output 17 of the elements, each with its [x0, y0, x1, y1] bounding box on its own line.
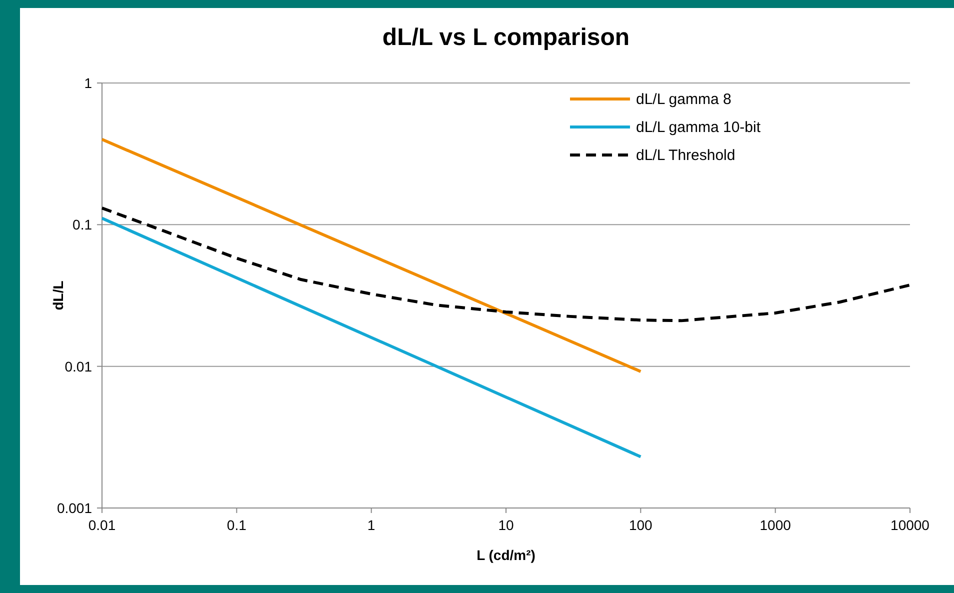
legend-label: dL/L gamma 10-bit	[636, 119, 762, 136]
x-tick-label: 0.1	[226, 517, 247, 533]
x-axis-title: L (cd/m²)	[476, 547, 536, 563]
y-tick-label: 0.1	[72, 216, 92, 233]
legend-label: dL/L Threshold	[636, 147, 736, 164]
y-axis-title: dL/L	[50, 280, 66, 310]
y-tick-label: 0.01	[64, 358, 92, 374]
x-tick-label: 1000	[760, 517, 792, 533]
y-tick-label: 0.001	[56, 500, 92, 516]
x-tick-label: 100	[628, 517, 653, 533]
x-tick-label: 1	[367, 517, 376, 533]
y-tick-label: 1	[84, 75, 92, 91]
legend-label: dL/L gamma 8	[636, 91, 732, 108]
x-tick-label: 10000	[890, 517, 930, 533]
x-tick-label: 10	[498, 517, 514, 533]
x-tick-label: 0.01	[88, 517, 116, 533]
chart-title: dL/L vs L comparison	[382, 24, 630, 51]
